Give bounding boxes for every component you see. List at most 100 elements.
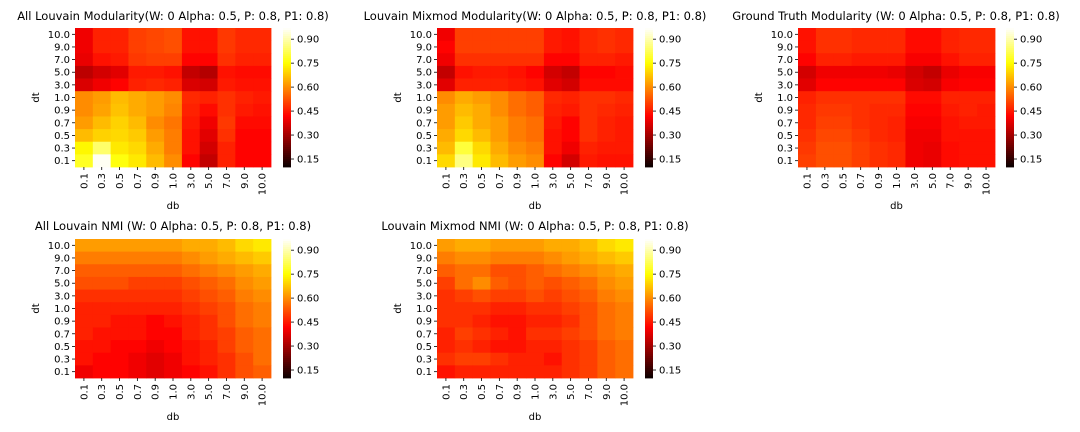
- colorbar-strip: [283, 73, 291, 77]
- heatmap-cell: [543, 365, 563, 379]
- colorbar-strip: [645, 268, 653, 272]
- heatmap-cell: [164, 103, 183, 117]
- colorbar-strip: [1006, 51, 1014, 55]
- heatmap-cell: [597, 264, 616, 278]
- colorbar-strip: [1006, 28, 1014, 31]
- heatmap-cell: [437, 40, 456, 54]
- heatmap-cell: [75, 28, 94, 42]
- heatmap-cell: [454, 103, 474, 117]
- heatmap-cell: [146, 251, 165, 265]
- colorbar-strip: [1006, 141, 1014, 144]
- colorbar-strip: [283, 282, 291, 286]
- colorbar-tick-label: 0.30: [1020, 131, 1042, 142]
- heatmap-cell: [815, 116, 835, 130]
- heatmap-cell: [128, 239, 147, 253]
- heatmap-cell: [217, 264, 236, 278]
- heatmap-cell: [959, 141, 978, 155]
- heatmap-cell: [959, 28, 978, 42]
- heatmap-cell: [869, 116, 888, 130]
- heatmap-cell: [181, 314, 201, 328]
- heatmap-cell: [437, 78, 456, 92]
- colorbar-strip: [645, 67, 653, 71]
- y-axis-label: dt: [393, 303, 404, 313]
- x-tick-label: 10.0: [982, 173, 993, 195]
- colorbar-strip: [1006, 159, 1014, 162]
- colorbar-strip: [645, 239, 653, 242]
- heatmap-cell: [905, 28, 924, 42]
- heatmap-cell: [869, 28, 888, 42]
- colorbar-strip: [283, 239, 291, 242]
- colorbar-strip: [1006, 107, 1014, 110]
- colorbar-strip: [1006, 79, 1014, 83]
- heatmap-cell: [941, 40, 960, 54]
- colorbar-tick-label: 0.90: [297, 35, 319, 46]
- colorbar-strip: [645, 97, 653, 100]
- y-tick-label: 9.0: [777, 42, 793, 53]
- colorbar-strip: [283, 129, 291, 132]
- heatmap-cell: [561, 251, 580, 265]
- colorbar-strip: [1006, 89, 1014, 92]
- heatmap-cell: [235, 327, 254, 341]
- colorbar-strip: [283, 57, 291, 61]
- heatmap-cell: [615, 239, 634, 253]
- heatmap-cell: [472, 327, 491, 341]
- heatmap-cell: [235, 78, 254, 92]
- heatmap-cell: [110, 103, 129, 117]
- heatmap-cell: [92, 53, 112, 67]
- heatmap-cell: [75, 91, 94, 105]
- colorbar-strip: [1006, 119, 1014, 122]
- heatmap-cell: [561, 65, 580, 79]
- heatmap-cell: [181, 340, 201, 354]
- heatmap-cell: [543, 327, 563, 341]
- colorbar-strip: [283, 61, 291, 65]
- heatmap-cell: [543, 302, 563, 316]
- y-axis-label: dt: [31, 92, 42, 102]
- heatmap-cell: [941, 103, 960, 117]
- heatmap-cell: [561, 40, 580, 54]
- colorbar-strip: [645, 29, 653, 33]
- colorbar-strip: [645, 300, 653, 303]
- heatmap-cell: [959, 53, 978, 67]
- colorbar-strip: [645, 103, 653, 106]
- heatmap-cell: [905, 53, 924, 67]
- heatmap-cell: [905, 65, 924, 79]
- colorbar-strip: [645, 368, 653, 371]
- colorbar-strip: [645, 79, 653, 83]
- heatmap-cell: [815, 91, 835, 105]
- colorbar-strip: [283, 266, 291, 270]
- colorbar-strip: [645, 49, 653, 53]
- heatmap-cell: [146, 28, 165, 42]
- y-tick-label: 3.0: [54, 291, 70, 302]
- heatmap-cell: [923, 129, 942, 143]
- colorbar-strip: [1006, 81, 1014, 84]
- y-tick-label: 1.0: [416, 304, 432, 315]
- heatmap-cell: [923, 116, 942, 130]
- heatmap-title: All Louvain NMI (W: 0 Alpha: 0.5, P: 0.8…: [35, 219, 311, 233]
- heatmap-cell: [164, 340, 183, 354]
- colorbar-strip: [645, 294, 653, 297]
- heatmap-cell: [146, 302, 165, 316]
- x-tick-label: 0.9: [874, 173, 885, 189]
- colorbar-strip: [645, 33, 653, 37]
- heatmap-cell: [437, 129, 456, 143]
- colorbar-strip: [283, 372, 291, 375]
- heatmap-cell: [887, 40, 906, 54]
- heatmap-cell: [199, 154, 218, 168]
- heatmap-cell: [164, 129, 183, 143]
- heatmap-cell: [526, 276, 545, 290]
- heatmap-cell: [597, 251, 616, 265]
- heatmap-cell: [597, 78, 616, 92]
- heatmap-cell: [437, 314, 456, 328]
- heatmap-cell: [851, 78, 871, 92]
- heatmap-cell: [164, 365, 183, 379]
- heatmap-cell: [508, 103, 527, 117]
- colorbar-strip: [283, 85, 291, 88]
- heatmap-cell: [75, 129, 94, 143]
- heatmap-cell: [561, 264, 580, 278]
- colorbar-strip: [283, 370, 291, 373]
- heatmap-cell: [923, 103, 942, 117]
- colorbar-tick-label: 0.15: [1020, 155, 1042, 166]
- x-tick-label: 7.0: [584, 173, 595, 189]
- colorbar-tick-label: 0.60: [659, 83, 681, 94]
- colorbar-strip: [645, 262, 653, 266]
